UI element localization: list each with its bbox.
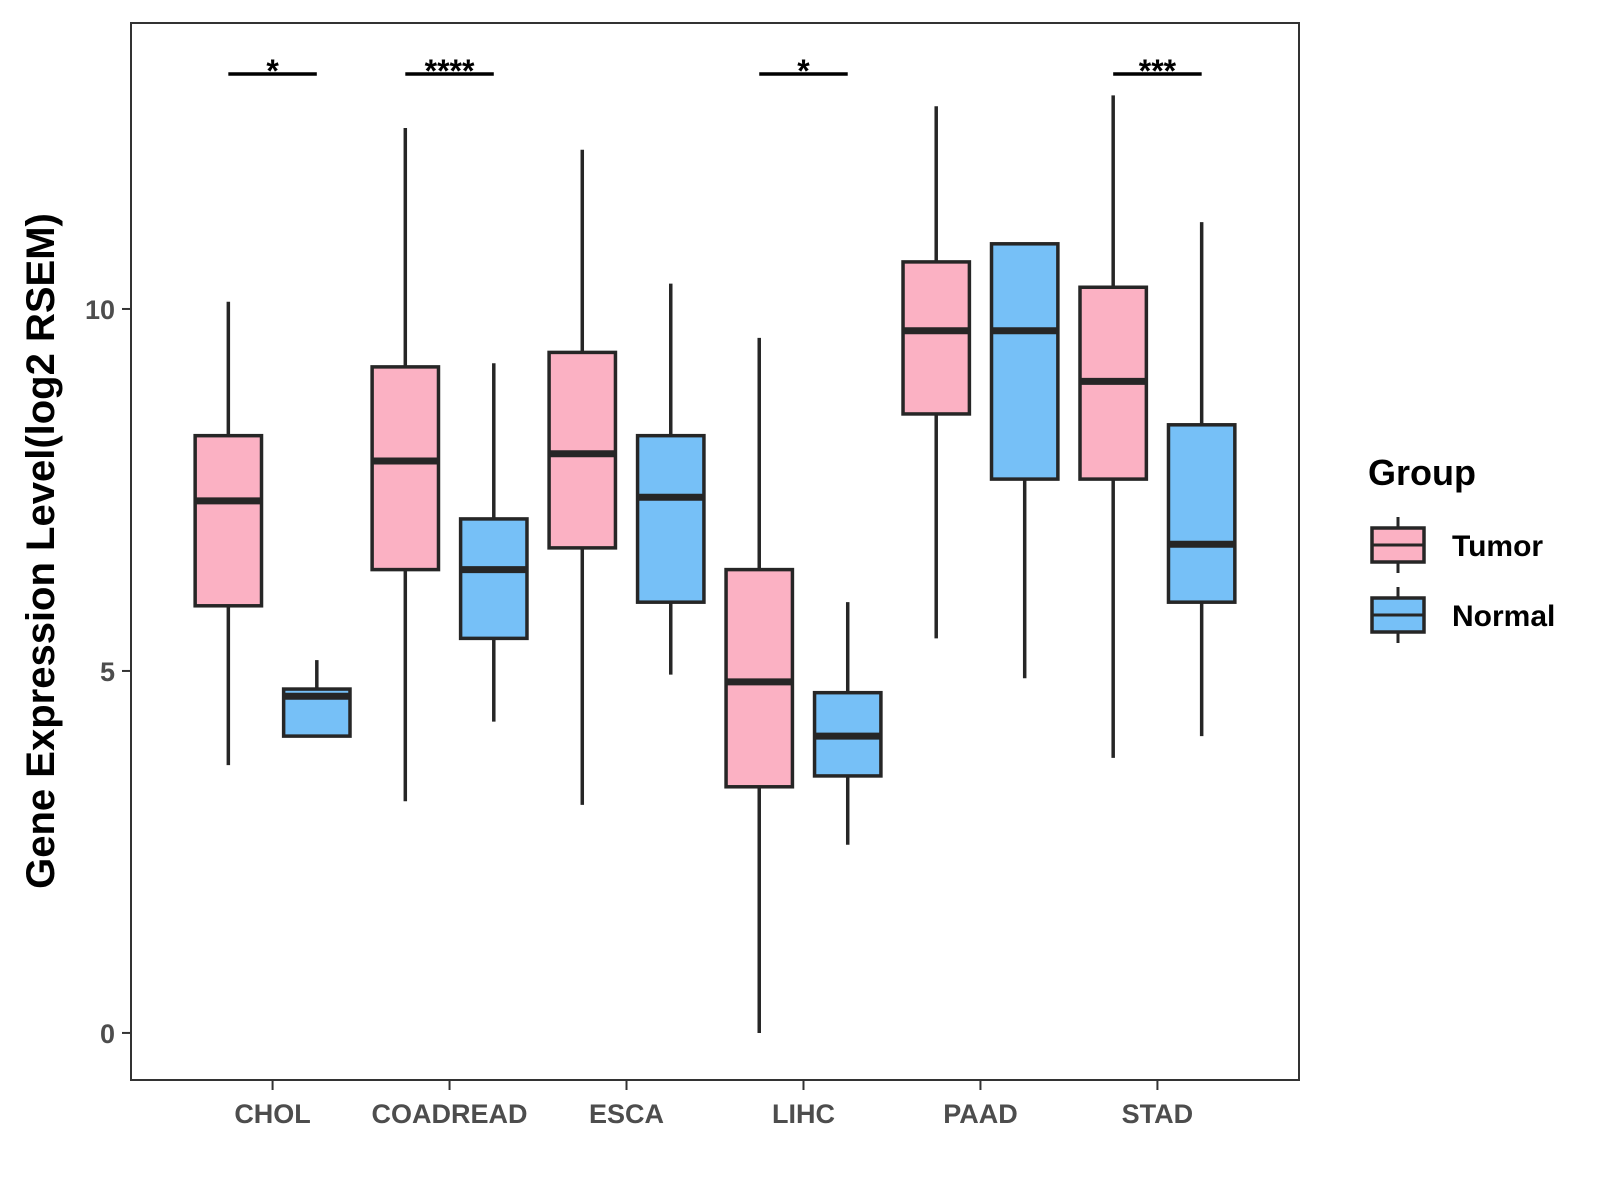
x-tick-label-esca: ESCA [589,1099,664,1129]
box-tumor-lihc [724,567,795,789]
axes: 0 5 10 CHOL COADREAD ESCA LIHC PAAD STAD [85,295,1193,1129]
x-tick-label-chol: CHOL [234,1099,311,1129]
box-normal-esca [635,433,706,604]
y-tick-label-10: 10 [85,295,115,325]
box-tumor-paad [901,260,972,416]
box-tumor-chol [193,433,264,608]
significance-annotations: * **** * *** [228,53,1202,89]
box-normal-stad [1166,423,1237,604]
x-tick-label-lihc: LIHC [772,1099,835,1129]
significance-label-lihc: * [797,53,810,89]
plot-panel-border [130,22,1300,1081]
x-tick-label-stad: STAD [1122,1099,1194,1129]
x-tick-label-coadread: COADREAD [372,1099,528,1129]
box-normal-coadread [458,517,529,641]
legend: Group Tumor Normal [1368,452,1555,643]
significance-label-stad: *** [1139,53,1177,89]
box-tumor-coadread [370,365,441,572]
plot-layer [193,95,1237,1033]
box-normal-paad [989,242,1060,481]
y-tick-label-5: 5 [100,657,115,687]
y-axis-title: Gene Expression Level(log2 RSEM) [19,213,63,889]
x-tick-label-paad: PAAD [943,1099,1018,1129]
significance-label-coadread: **** [425,53,475,89]
box-tumor-esca [547,350,618,550]
y-tick-label-0: 0 [100,1019,115,1049]
significance-label-chol: * [266,53,279,89]
legend-title: Group [1368,452,1476,493]
legend-label-tumor: Tumor [1452,530,1543,563]
legend-label-normal: Normal [1452,600,1555,633]
